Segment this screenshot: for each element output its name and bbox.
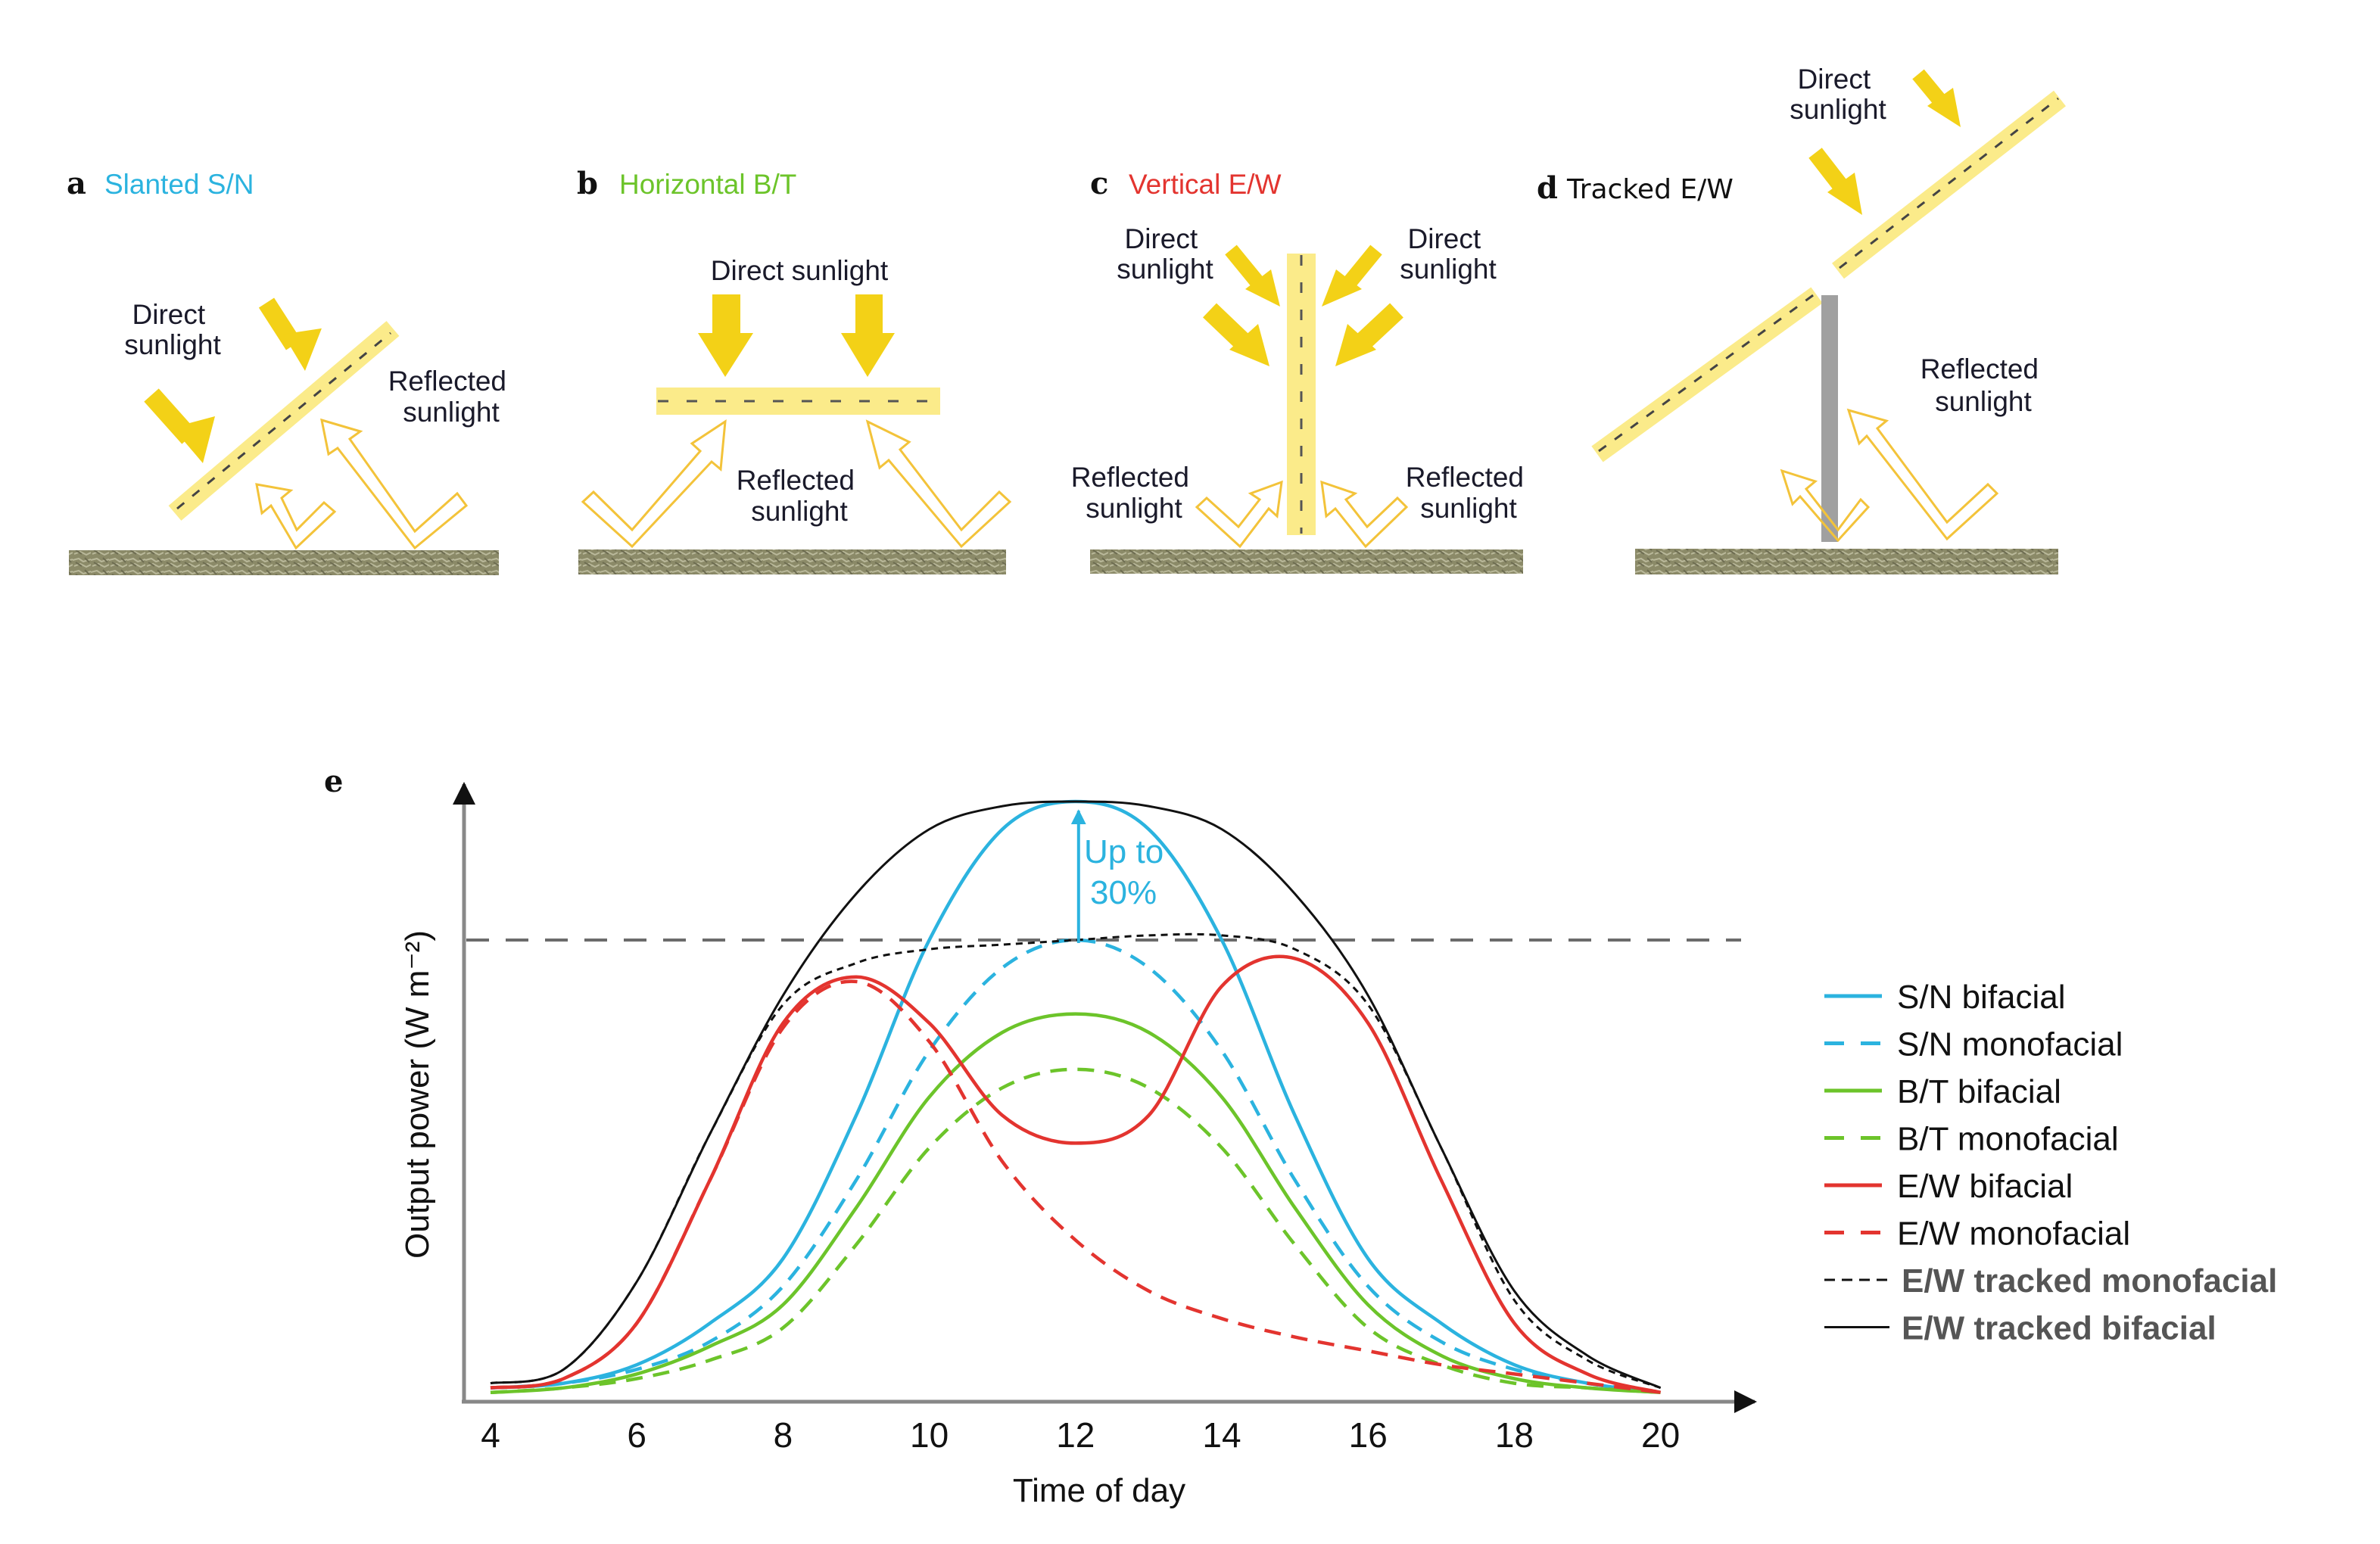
panel-title-c: Vertical E/W: [1129, 169, 1282, 200]
series-s-n-monofacial: [490, 938, 1661, 1395]
direct-sunlight-arrow-icon: [1225, 244, 1280, 307]
series-b-t-bifacial: [490, 1012, 1661, 1395]
reflected-sunlight-arrow-icon: [581, 419, 727, 549]
reflected-sunlight-label-right: Reflected sunlight: [1406, 462, 1532, 524]
direct-sunlight-arrow-icon: [1335, 303, 1403, 366]
solar-panel: [168, 321, 400, 521]
series-e-w-monofacial: [490, 979, 1661, 1395]
panel-c: c Vertical E/W Direct sunlight Direct su…: [1071, 166, 1532, 574]
legend-label: E/W tracked monofacial: [1902, 1262, 2277, 1300]
panel-b: b Horizontal B/T Direct sunlight Reflect…: [577, 166, 1012, 574]
solar-panel: [1287, 254, 1316, 535]
direct-sunlight-arrow-icon: [698, 294, 753, 377]
panel-letter-b: b: [577, 166, 598, 201]
ground: [578, 549, 1006, 574]
legend-item: B/T monofacial: [1824, 1121, 2119, 1158]
series-s-n-bifacial: [490, 799, 1661, 1395]
panel-title-a: Slanted S/N: [104, 169, 254, 200]
direct-sunlight-arrow-icon: [1322, 244, 1382, 307]
reflected-sunlight-arrow-icon: [1195, 480, 1283, 549]
direct-sunlight-arrow-icon: [258, 297, 322, 371]
panel-d: d Tracked E/W Direct sunlight: [1537, 64, 2066, 574]
reflected-sunlight-arrow-icon: [1846, 408, 1999, 541]
panel-letter-a: a: [67, 166, 86, 201]
solar-panel: [656, 388, 940, 415]
legend-item: E/W tracked bifacial: [1824, 1310, 2216, 1347]
series-b-t-monofacial: [490, 1067, 1661, 1395]
ground: [69, 550, 499, 575]
annotation-label: Up to 30%: [1084, 833, 1173, 911]
series-e-w-tracked-bifacial: [490, 800, 1662, 1390]
direct-sunlight-label: Direct sunlight: [711, 255, 889, 286]
legend-item: S/N bifacial: [1824, 979, 2066, 1016]
direct-sunlight-arrow-icon: [144, 388, 215, 463]
tracked-solar-panel: [1591, 90, 2066, 462]
direct-sunlight-arrow-icon: [1912, 69, 1961, 127]
x-tick-label: 16: [1349, 1415, 1388, 1455]
direct-sunlight-arrow-icon: [841, 294, 895, 377]
panel-title-d: Tracked E/W: [1566, 174, 1734, 205]
legend-item: B/T bifacial: [1824, 1073, 2061, 1110]
reflected-sunlight-label-left: Reflected sunlight: [1071, 462, 1198, 524]
legend-item: E/W tracked monofacial: [1824, 1262, 2277, 1300]
x-tick-label: 10: [910, 1415, 949, 1455]
x-axis-label: Time of day: [1013, 1472, 1185, 1509]
x-tick-label: 14: [1202, 1415, 1241, 1455]
y-axis-label: Output power (W m⁻²): [399, 930, 436, 1259]
legend-label: B/T bifacial: [1897, 1073, 2061, 1110]
legend-item: E/W bifacial: [1824, 1168, 2073, 1205]
reflected-sunlight-label: Reflected sunlight: [1921, 353, 2047, 417]
direct-sunlight-label: Direct sunlight: [1790, 64, 1886, 125]
reflected-sunlight-arrow-icon: [255, 483, 337, 550]
x-tick-label: 4: [481, 1415, 500, 1455]
legend-label: E/W tracked bifacial: [1902, 1310, 2216, 1347]
x-tick-label: 6: [627, 1415, 646, 1455]
reflected-sunlight-arrow-icon: [865, 419, 1012, 549]
series-e-w-tracked-monofacial: [490, 932, 1662, 1390]
panel-title-b: Horizontal B/T: [619, 169, 796, 200]
panel-letter-d: d: [1537, 170, 1558, 206]
panel-letter-e: e: [324, 764, 343, 799]
direct-sunlight-label-left: Direct sunlight: [1117, 223, 1213, 285]
reflected-sunlight-arrow-icon: [1320, 480, 1409, 549]
tracker-post: [1821, 295, 1838, 542]
legend-item: S/N monofacial: [1824, 1026, 2123, 1063]
legend: S/N bifacial S/N monofacial B/T bifacial B/…: [1824, 979, 2277, 1347]
x-tick-labels: 4 6 8 10 12 14 16 18 20: [481, 1415, 1680, 1455]
x-tick-label: 20: [1641, 1415, 1680, 1455]
direct-sunlight-label-right: Direct sunlight: [1400, 223, 1497, 285]
ground: [1090, 549, 1523, 574]
x-tick-label: 8: [774, 1415, 793, 1455]
legend-label: E/W monofacial: [1897, 1216, 2130, 1253]
output-power-chart: e Output power (W m⁻²) Time of day 4 6 8 10…: [324, 764, 2277, 1509]
direct-sunlight-label: Direct sunlight: [124, 299, 221, 360]
direct-sunlight-arrow-icon: [1203, 303, 1269, 366]
reflected-sunlight-arrow-icon: [320, 418, 469, 550]
panel-a: a Slanted S/N Direct sunlight Reflected …: [67, 166, 515, 575]
reflected-sunlight-arrow-icon: [1780, 468, 1871, 543]
up-to-30-annotation: Up to 30%: [1070, 809, 1173, 943]
legend-label: S/N monofacial: [1897, 1026, 2123, 1063]
x-tick-label: 18: [1495, 1415, 1534, 1455]
series-e-w-bifacial: [490, 954, 1662, 1394]
panel-letter-c: c: [1090, 166, 1108, 201]
legend-item: E/W monofacial: [1824, 1216, 2130, 1253]
legend-label: S/N bifacial: [1897, 979, 2066, 1016]
reflected-sunlight-label: Reflected sunlight: [388, 366, 515, 428]
x-tick-label: 12: [1056, 1415, 1095, 1455]
direct-sunlight-arrow-icon: [1808, 148, 1862, 215]
series-lines: [490, 799, 1662, 1395]
legend-label: B/T monofacial: [1897, 1121, 2119, 1158]
ground: [1635, 549, 2058, 574]
reflected-sunlight-label: Reflected sunlight: [737, 465, 863, 527]
legend-label: E/W bifacial: [1897, 1168, 2073, 1205]
